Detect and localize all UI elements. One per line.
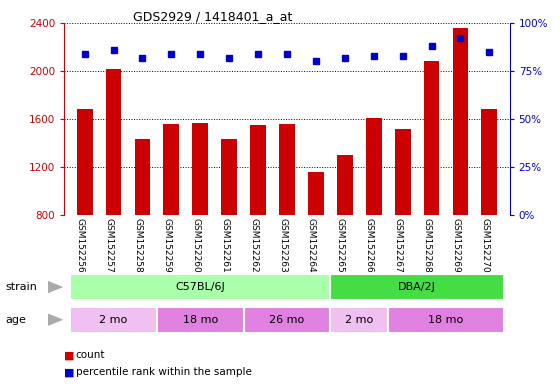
Bar xyxy=(134,139,151,215)
Bar xyxy=(164,124,179,215)
Bar xyxy=(388,307,504,333)
Text: 18 mo: 18 mo xyxy=(183,314,218,325)
Text: GSM152260: GSM152260 xyxy=(192,218,200,273)
Text: GSM152261: GSM152261 xyxy=(220,218,229,273)
Polygon shape xyxy=(48,313,63,326)
Bar xyxy=(221,139,237,215)
Bar xyxy=(250,125,266,215)
Text: GSM152264: GSM152264 xyxy=(307,218,316,272)
Text: 26 mo: 26 mo xyxy=(269,314,305,325)
Text: GDS2929 / 1418401_a_at: GDS2929 / 1418401_a_at xyxy=(133,10,292,23)
Text: C57BL/6J: C57BL/6J xyxy=(175,282,225,292)
Text: GSM152262: GSM152262 xyxy=(249,218,258,272)
Text: GSM152259: GSM152259 xyxy=(162,218,171,273)
Text: ■: ■ xyxy=(64,350,75,360)
Text: 2 mo: 2 mo xyxy=(345,314,374,325)
Bar xyxy=(308,172,324,215)
Bar xyxy=(330,274,504,300)
Text: GSM152268: GSM152268 xyxy=(423,218,432,273)
Bar xyxy=(244,307,330,333)
Bar xyxy=(157,307,244,333)
Bar xyxy=(70,307,157,333)
Text: GSM152263: GSM152263 xyxy=(278,218,287,273)
Text: GSM152257: GSM152257 xyxy=(105,218,114,273)
Text: GSM152266: GSM152266 xyxy=(365,218,374,273)
Bar xyxy=(452,28,468,215)
Text: 2 mo: 2 mo xyxy=(100,314,128,325)
Text: GSM152256: GSM152256 xyxy=(76,218,85,273)
Text: GSM152267: GSM152267 xyxy=(394,218,403,273)
Text: GSM152269: GSM152269 xyxy=(451,218,460,273)
Bar xyxy=(337,155,353,215)
Text: strain: strain xyxy=(6,282,38,292)
Bar xyxy=(77,109,92,215)
Bar xyxy=(192,122,208,215)
Text: 18 mo: 18 mo xyxy=(428,314,464,325)
Text: ■: ■ xyxy=(64,367,75,377)
Bar xyxy=(106,69,122,215)
Bar xyxy=(366,118,382,215)
Bar xyxy=(330,307,388,333)
Text: GSM152265: GSM152265 xyxy=(336,218,345,273)
Text: percentile rank within the sample: percentile rank within the sample xyxy=(76,367,251,377)
Text: DBA/2J: DBA/2J xyxy=(398,282,436,292)
Text: age: age xyxy=(6,314,26,325)
Bar xyxy=(279,124,295,215)
Bar xyxy=(423,61,440,215)
Text: GSM152270: GSM152270 xyxy=(480,218,489,273)
Bar xyxy=(482,109,497,215)
Polygon shape xyxy=(48,281,63,293)
Bar xyxy=(395,129,410,215)
Text: GSM152258: GSM152258 xyxy=(133,218,142,273)
Text: count: count xyxy=(76,350,105,360)
Bar xyxy=(70,274,330,300)
